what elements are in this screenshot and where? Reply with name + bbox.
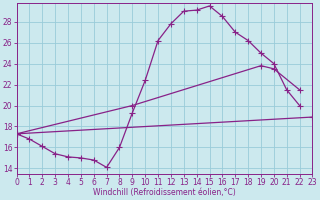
X-axis label: Windchill (Refroidissement éolien,°C): Windchill (Refroidissement éolien,°C) [93,188,236,197]
